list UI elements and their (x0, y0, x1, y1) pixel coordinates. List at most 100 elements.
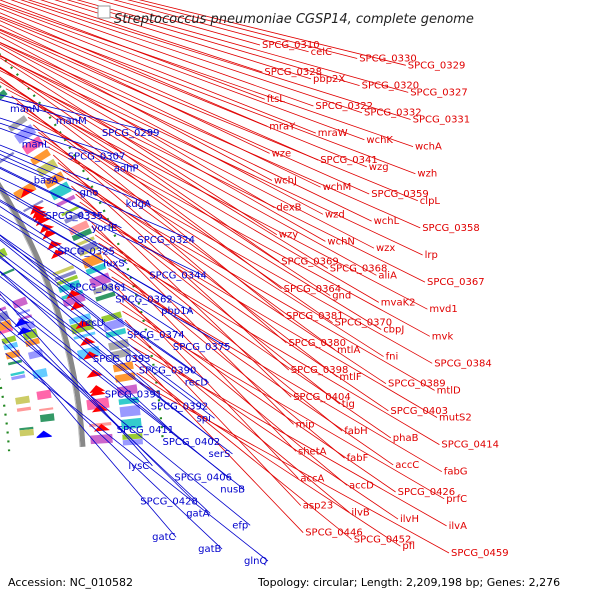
outer-leader-line (10, 0, 314, 107)
forward-gene-arrow (51, 249, 66, 260)
inner-leader-line (0, 276, 233, 455)
outer-gene-label: SPCG_0380 (288, 338, 346, 349)
inner-feature-bar (15, 395, 30, 405)
outer-feature-bar (101, 311, 122, 323)
inner-feature-bar (5, 349, 21, 360)
outer-leader-line (98, 242, 440, 445)
inner-leader-line (0, 144, 150, 205)
outer-leader-line (137, 381, 450, 554)
outer-leader-line (119, 302, 396, 493)
inner-gene-label: SPCG_0393 (93, 354, 151, 365)
outer-gene-label: wchN (327, 236, 355, 247)
inner-leader-line (0, 149, 98, 193)
inner-leader-line (0, 314, 211, 514)
outer-leader-line (94, 234, 392, 439)
inner-gene-label: SPCG_0335 (46, 211, 104, 222)
inner-feature-bar (12, 296, 28, 309)
forward-gene-arrow (75, 320, 91, 330)
outer-feature-bar (108, 338, 130, 351)
inner-leader-line (0, 214, 228, 348)
inner-gene-label: manM (56, 116, 87, 127)
outer-leader-line (27, 0, 411, 120)
outer-leader-line (0, 17, 367, 168)
inner-gene-label: gatA (186, 508, 209, 519)
outer-gene-label: mip (296, 419, 315, 430)
outer-feature-bar (61, 205, 81, 217)
outer-leader-line (52, 154, 290, 371)
inner-leader-line (0, 117, 122, 157)
inner-gene-label: luxS (103, 259, 124, 270)
inner-leader-line (0, 308, 195, 502)
forward-gene-arrow (32, 209, 47, 220)
genome-summary-text: Topology: circular; Length: 2,209,198 bp… (257, 576, 560, 589)
inner-leader-line (0, 297, 245, 490)
outer-leader-line (131, 346, 447, 527)
inner-feature-bar (3, 341, 19, 351)
inner-leader-line (0, 94, 156, 134)
outer-leader-line (101, 251, 297, 452)
outer-leader-line (62, 170, 387, 385)
outer-gene-label: SPCG_0452 (354, 535, 412, 546)
outer-gene-label: ftsL (267, 94, 285, 105)
outer-leader-line (0, 20, 319, 161)
outer-leader-line (66, 177, 435, 391)
reverse-gene-arrow (14, 319, 30, 328)
outer-feature-bar (49, 181, 72, 201)
inner-leader-line (0, 122, 138, 169)
outer-gene-label: SPCG_0446 (305, 528, 363, 539)
outer-leader-line (0, 12, 268, 127)
inner-feature-bar (25, 337, 40, 347)
outer-feature-bar (122, 438, 143, 446)
outer-gene-label: SPCG_0384 (434, 358, 492, 369)
outer-gene-label: mtlF (339, 372, 361, 383)
outer-gene-label: SPCG_0358 (422, 223, 480, 234)
inner-gene-label: adhP (114, 164, 139, 175)
inner-gene-label: SPCG_0324 (137, 235, 195, 246)
outer-leader-line (43, 139, 384, 357)
outer-gene-label: pbp2X (313, 74, 345, 85)
outer-leader-line (129, 337, 399, 520)
inner-feature-bar (16, 406, 32, 412)
inner-leader-line (0, 321, 251, 526)
outer-feature-bar (81, 252, 104, 269)
outer-feature-bar (36, 158, 59, 177)
outer-leader-line (138, 0, 406, 66)
inner-leader-line (0, 271, 171, 431)
inner-feature-bar (39, 407, 54, 412)
forward-gene-arrow (83, 351, 99, 360)
outer-gene-label: SPCG_0320 (362, 81, 420, 92)
gene-block (23, 199, 44, 213)
outer-gene-label: aliA (378, 270, 397, 281)
inner-leader-line (0, 257, 215, 419)
genome-backbone (0, 52, 164, 452)
outer-leader-line (66, 0, 360, 86)
outer-gene-label: SPCG_0403 (390, 406, 448, 417)
outer-gene-label: SPCG_0332 (364, 108, 422, 119)
outer-leader-line (0, 3, 414, 147)
outer-leader-line (108, 268, 394, 466)
outer-gene-label: mutS2 (439, 413, 472, 424)
outer-leader-line (111, 276, 443, 473)
inner-gene-label: SPCG_0375 (173, 342, 231, 353)
inner-leader-line (0, 237, 210, 383)
inner-leader-line (0, 200, 192, 312)
inner-feature-bar (0, 327, 14, 335)
outer-leader-line (0, 15, 416, 175)
inner-gene-label: pbp1A (161, 306, 193, 317)
inner-leader-line (0, 291, 229, 479)
outer-feature-bar (95, 291, 116, 302)
reverse-gene-arrow (36, 431, 53, 439)
inner-gene-label: SPCG_0391 (105, 390, 163, 401)
outer-leader-line (0, 42, 421, 229)
inner-feature-bar (28, 349, 44, 360)
outer-gene-label: SPCG_0381 (286, 311, 344, 322)
outer-feature-bar (30, 148, 51, 166)
label-lines (0, 0, 450, 562)
inner-feature-bar (1, 335, 17, 345)
gene-block (90, 433, 113, 445)
inner-leader-line (0, 270, 217, 443)
outer-gene-label: gnd (332, 291, 351, 302)
outer-gene-label: SPCG_0368 (330, 264, 388, 275)
inner-gene-label: SPCG_0307 (68, 152, 126, 163)
outer-gene-label: fabG (444, 467, 468, 478)
